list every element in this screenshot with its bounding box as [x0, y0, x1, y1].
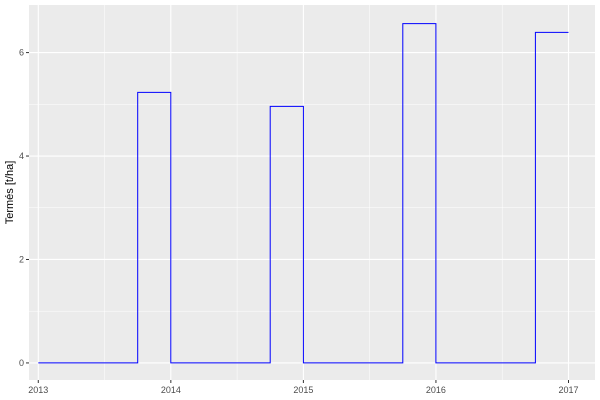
x-tick-label: 2013	[28, 385, 48, 395]
plot-panel	[29, 5, 595, 380]
x-tick-label: 2015	[293, 385, 313, 395]
series-layer	[38, 23, 569, 364]
y-tick-label: 4	[19, 151, 24, 161]
y-axis-label: Termés [t/ha]	[4, 161, 16, 225]
axes: 2013 2014 2015 2016 2017 0 2 4 6	[19, 48, 579, 395]
x-tick-label: 2016	[426, 385, 446, 395]
series-line	[38, 23, 569, 364]
y-tick-label: 6	[19, 48, 24, 58]
y-tick-label: 0	[19, 358, 24, 368]
y-tick-label: 2	[19, 254, 24, 264]
x-tick-label: 2017	[558, 385, 578, 395]
x-tick-label: 2014	[161, 385, 181, 395]
